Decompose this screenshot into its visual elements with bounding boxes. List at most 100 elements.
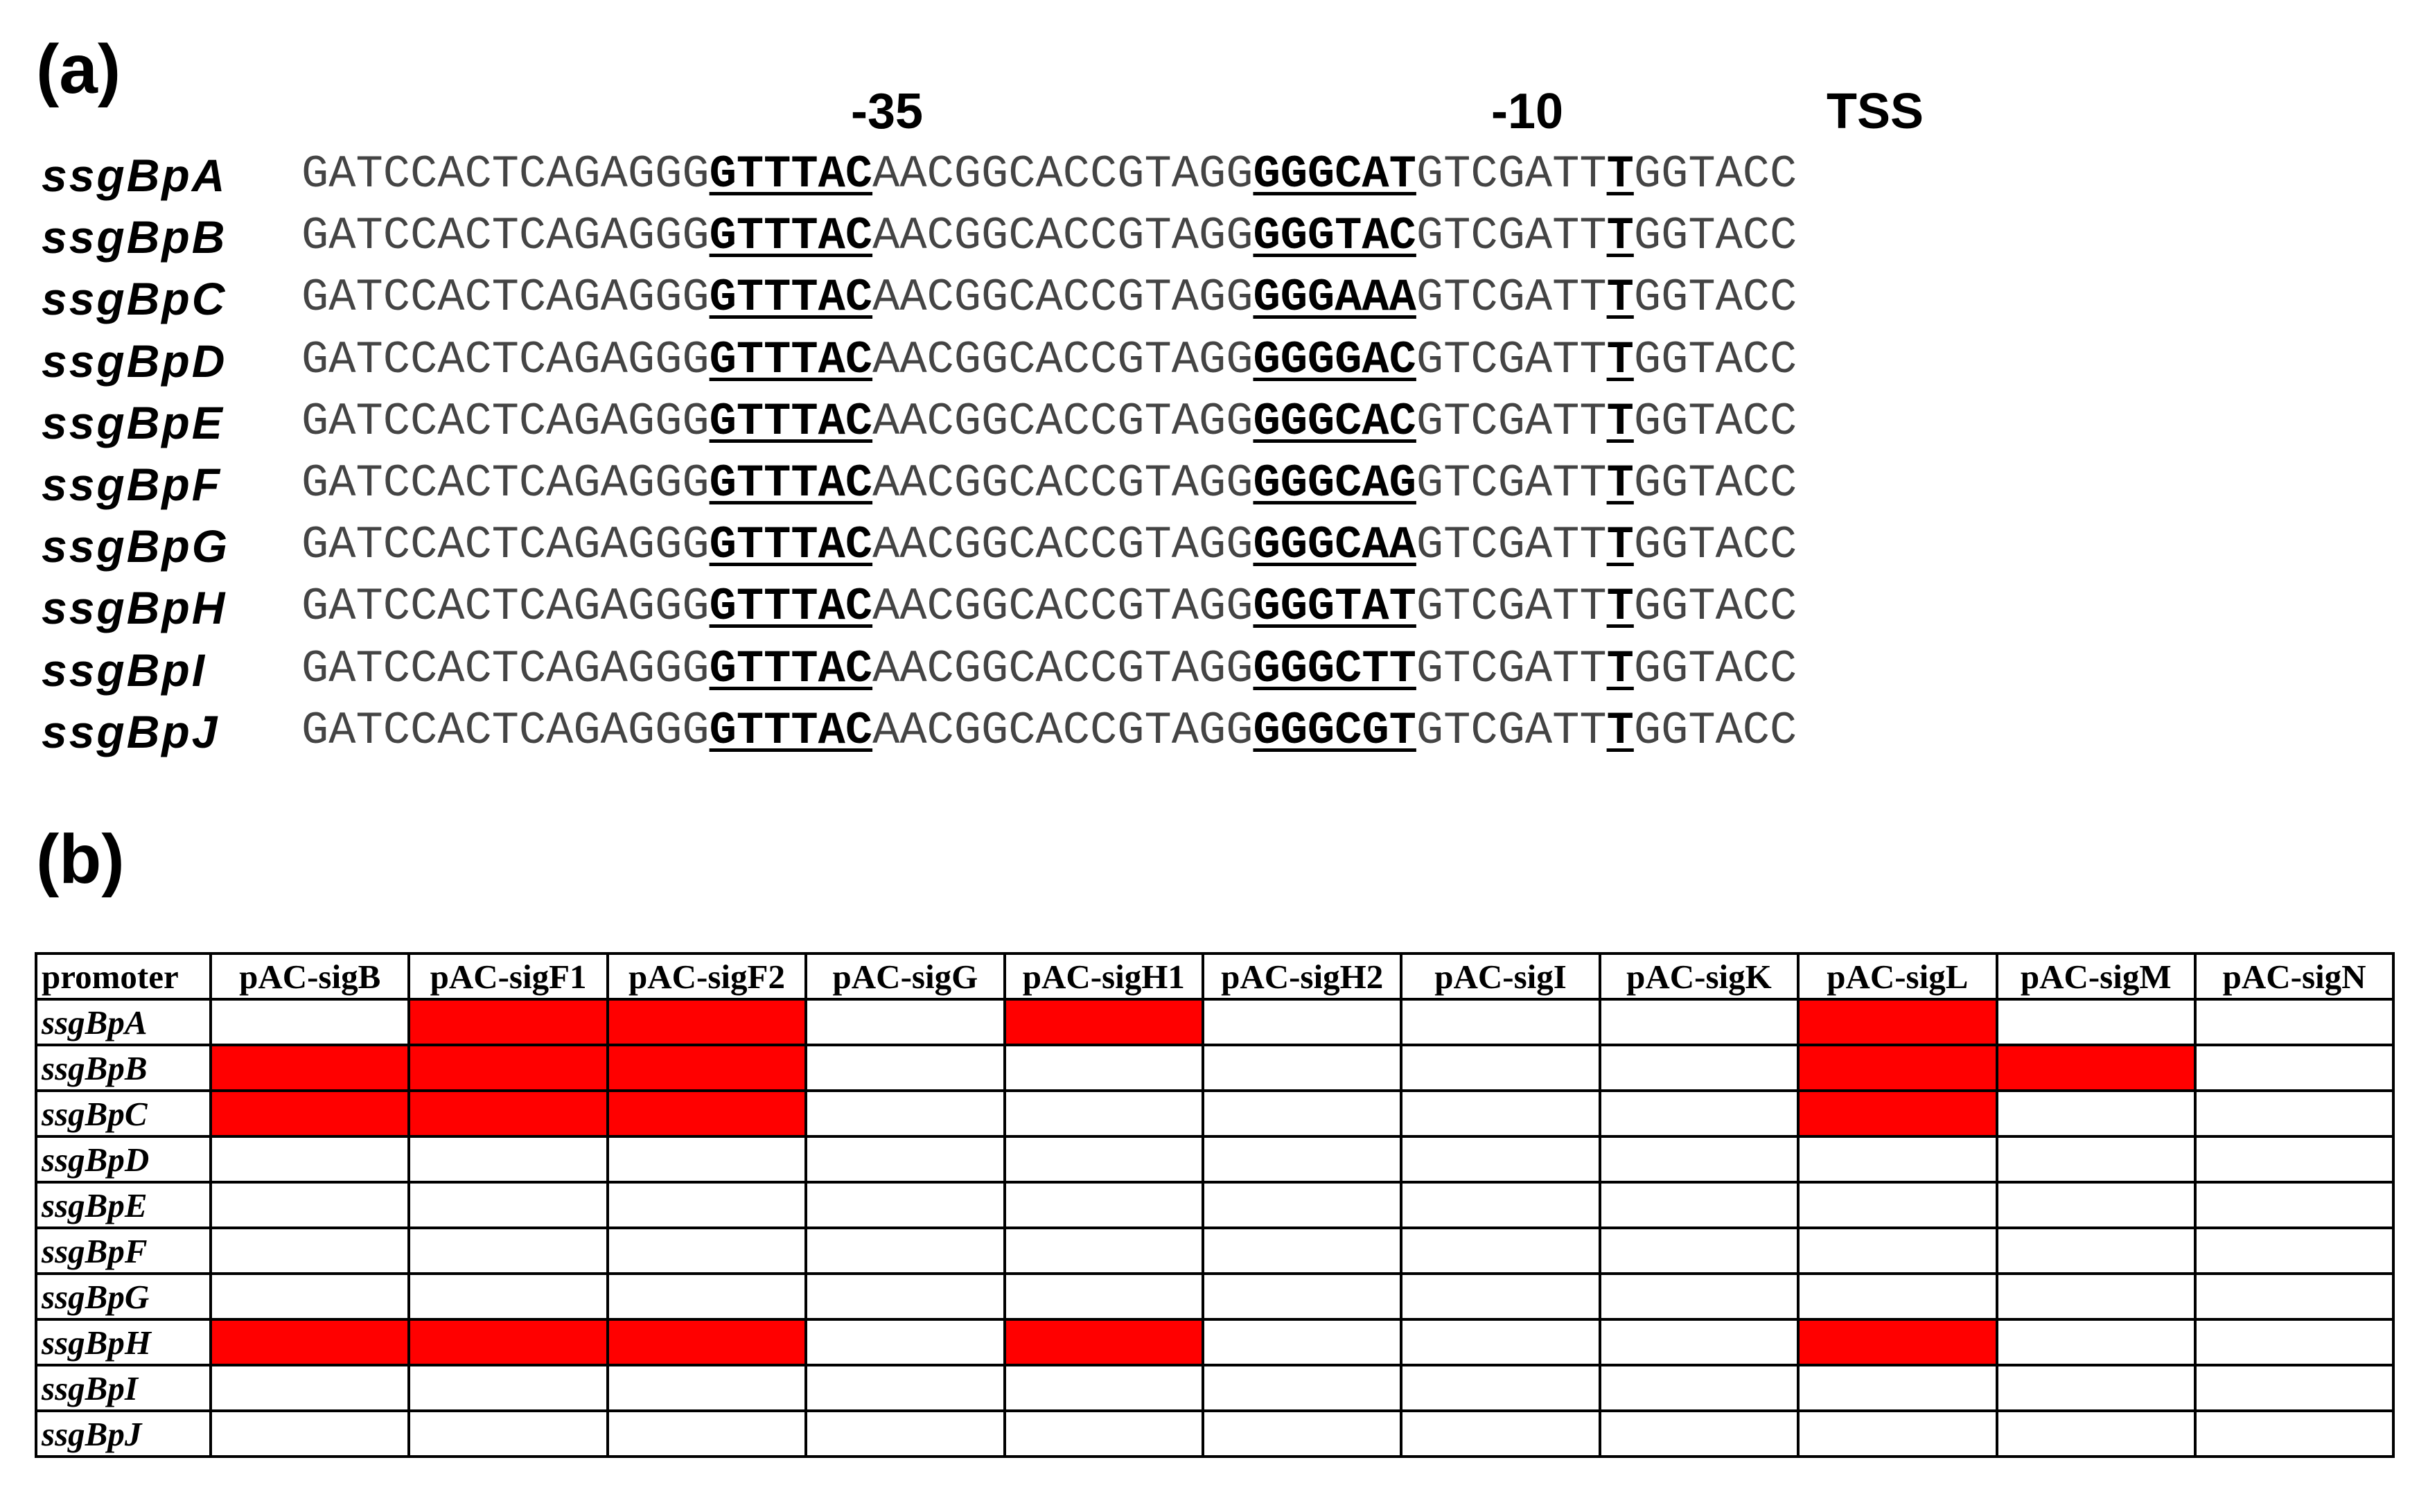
inactive-cell: [1598, 1409, 1800, 1458]
inactive-cell: [1201, 1272, 1403, 1321]
sequence-mid: GTCGATT: [1416, 705, 1607, 757]
promoter-name: ssgBpF: [42, 459, 222, 510]
table-row: ssgBpI: [35, 1364, 2395, 1412]
sequence-box35: GTTTAC: [709, 581, 873, 633]
active-cell: [407, 1089, 609, 1138]
inactive-cell: [804, 998, 1006, 1046]
sequence-mid: GTCGATT: [1416, 520, 1607, 572]
table-row: ssgBpD: [35, 1135, 2395, 1184]
promoter-name: ssgBpD: [42, 335, 227, 387]
inactive-cell: [2193, 998, 2395, 1046]
active-cell: [1003, 1318, 1204, 1366]
inactive-cell: [2193, 1135, 2395, 1184]
inactive-cell: [1995, 1227, 2197, 1275]
inactive-cell: [1797, 1135, 1998, 1184]
row-header: ssgBpC: [35, 1089, 212, 1138]
inactive-cell: [606, 1409, 808, 1458]
inactive-cell: [1400, 1089, 1601, 1138]
sequence-box10: GGGCAG: [1253, 458, 1416, 509]
active-cell: [606, 998, 808, 1046]
inactive-cell: [1400, 1272, 1601, 1321]
sequence-prefix: GATCCACTCAGAGGG: [301, 272, 710, 324]
active-cell: [209, 1044, 411, 1092]
inactive-cell: [1995, 998, 2197, 1046]
inactive-cell: [407, 1364, 609, 1412]
active-cell: [606, 1044, 808, 1092]
dna-sequence: GATCCACTCAGAGGGGTTTACAACGGCACCGTAGGGGGCA…: [301, 520, 1797, 572]
sequence-box10: GGGTAC: [1253, 211, 1416, 263]
table-row: ssgBpC: [35, 1089, 2395, 1138]
sequence-mid: GTCGATT: [1416, 211, 1607, 263]
column-header: pAC-sigK: [1598, 952, 1800, 1001]
sequence-prefix: GATCCACTCAGAGGG: [301, 334, 710, 386]
active-cell: [1797, 1089, 1998, 1138]
sequence-box35: GTTTAC: [709, 272, 873, 324]
inactive-cell: [1995, 1409, 2197, 1458]
table-row: ssgBpG: [35, 1272, 2395, 1321]
inactive-cell: [1003, 1364, 1204, 1412]
sequence-spacer: AACGGCACCGTAGG: [872, 581, 1254, 633]
inactive-cell: [1598, 1272, 1800, 1321]
sequence-mid: GTCGATT: [1416, 334, 1607, 386]
inactive-cell: [1797, 1364, 1998, 1412]
inactive-cell: [606, 1272, 808, 1321]
inactive-cell: [1201, 1364, 1403, 1412]
sequence-mid: GTCGATT: [1416, 396, 1607, 448]
inactive-cell: [1003, 1089, 1204, 1138]
sequence-suffix: GGTACC: [1633, 396, 1797, 448]
inactive-cell: [1201, 1135, 1403, 1184]
inactive-cell: [606, 1364, 808, 1412]
inactive-cell: [1995, 1135, 2197, 1184]
tss-marker: TSS: [1827, 84, 1924, 139]
sequence-box10: GGGTAT: [1253, 581, 1416, 633]
inactive-cell: [1400, 1409, 1601, 1458]
column-header: pAC-sigM: [1995, 952, 2197, 1001]
inactive-cell: [1598, 1044, 1800, 1092]
sequence-mid: GTCGATT: [1416, 643, 1607, 695]
column-header: pAC-sigH2: [1201, 952, 1403, 1001]
sequence-prefix: GATCCACTCAGAGGG: [301, 149, 710, 200]
active-cell: [1797, 998, 1998, 1046]
sequence-box10: GGGCAT: [1253, 149, 1416, 200]
inactive-cell: [804, 1272, 1006, 1321]
minus35-box-marker: -35: [851, 84, 924, 139]
inactive-cell: [407, 1135, 609, 1184]
active-cell: [407, 1318, 609, 1366]
column-header: pAC-sigH1: [1003, 952, 1204, 1001]
dna-sequence: GATCCACTCAGAGGGGTTTACAACGGCACCGTAGGGGGGA…: [301, 334, 1797, 386]
sequence-prefix: GATCCACTCAGAGGG: [301, 520, 710, 572]
sequence-suffix: GGTACC: [1633, 643, 1797, 695]
inactive-cell: [2193, 1227, 2395, 1275]
inactive-cell: [1003, 1181, 1204, 1229]
inactive-cell: [209, 1181, 411, 1229]
inactive-cell: [1400, 998, 1601, 1046]
inactive-cell: [1201, 1409, 1403, 1458]
sequence-tss: T: [1606, 705, 1634, 757]
promoter-activity-table: promoter pAC-sigB pAC-sigF1 pAC-sigF2 pAC-si…: [35, 952, 2395, 1458]
sequence-spacer: AACGGCACCGTAGG: [872, 705, 1254, 757]
inactive-cell: [1400, 1135, 1601, 1184]
inactive-cell: [804, 1044, 1006, 1092]
sequence-spacer: AACGGCACCGTAGG: [872, 149, 1254, 200]
inactive-cell: [407, 1227, 609, 1275]
inactive-cell: [1400, 1227, 1601, 1275]
sequence-suffix: GGTACC: [1633, 520, 1797, 572]
sequence-spacer: AACGGCACCGTAGG: [872, 334, 1254, 386]
sequence-box35: GTTTAC: [709, 149, 873, 200]
sequence-box35: GTTTAC: [709, 705, 873, 757]
row-header: ssgBpI: [35, 1364, 212, 1412]
sequence-mid: GTCGATT: [1416, 581, 1607, 633]
inactive-cell: [1003, 1135, 1204, 1184]
promoter-name: ssgBpE: [42, 396, 225, 448]
inactive-cell: [2193, 1318, 2395, 1366]
inactive-cell: [804, 1227, 1006, 1275]
inactive-cell: [804, 1318, 1006, 1366]
inactive-cell: [1995, 1181, 2197, 1229]
active-cell: [407, 1044, 609, 1092]
sequence-suffix: GGTACC: [1633, 581, 1797, 633]
active-cell: [606, 1318, 808, 1366]
active-cell: [1995, 1044, 2197, 1092]
inactive-cell: [1598, 998, 1800, 1046]
active-cell: [606, 1089, 808, 1138]
dna-sequence: GATCCACTCAGAGGGGTTTACAACGGCACCGTAGGGGGTA…: [301, 585, 1797, 630]
